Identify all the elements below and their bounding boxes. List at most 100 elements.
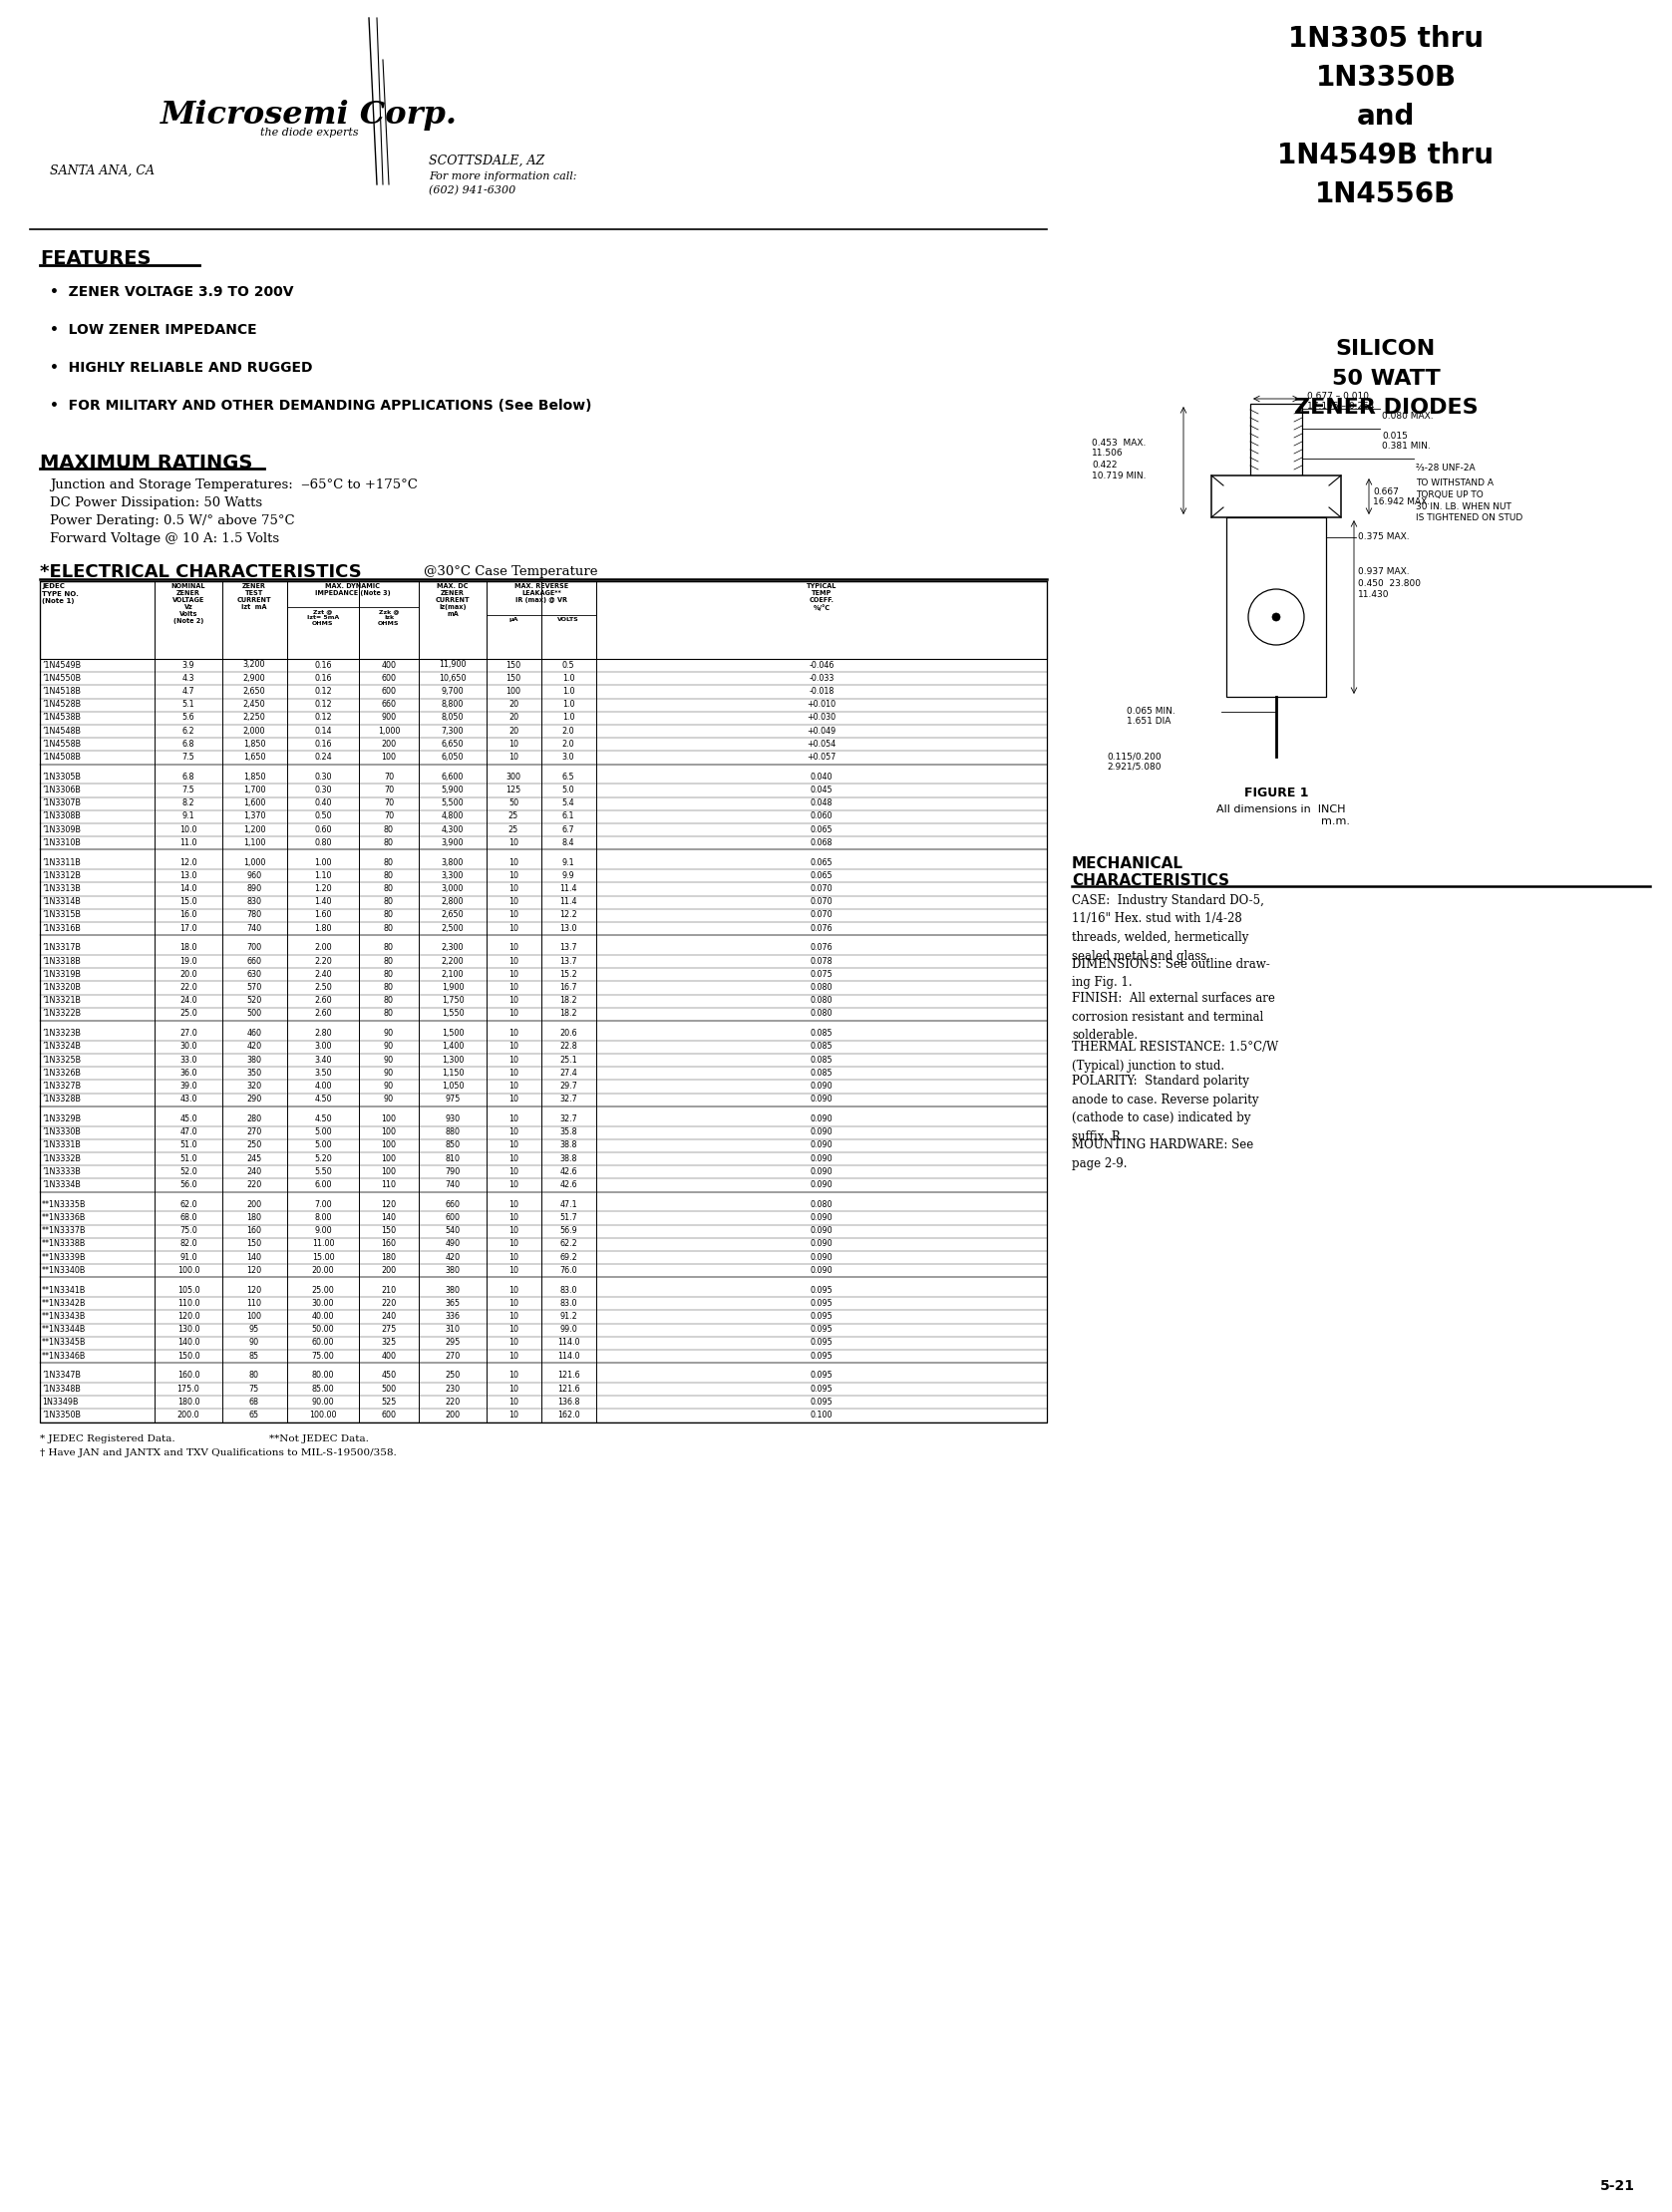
Text: 200: 200 xyxy=(381,1265,396,1274)
Text: 10: 10 xyxy=(508,1128,518,1137)
Text: 91.2: 91.2 xyxy=(560,1312,577,1321)
Text: 35.8: 35.8 xyxy=(560,1128,577,1137)
Text: 10: 10 xyxy=(508,1168,518,1177)
Text: FIGURE 1: FIGURE 1 xyxy=(1244,787,1308,799)
Text: 69.2: 69.2 xyxy=(560,1252,577,1261)
Text: 0.095: 0.095 xyxy=(811,1298,833,1307)
Text: ’1N4518B: ’1N4518B xyxy=(42,686,80,697)
Text: 460: 460 xyxy=(247,1029,263,1037)
Text: 95: 95 xyxy=(249,1325,259,1334)
Text: 8.2: 8.2 xyxy=(182,799,194,807)
Text: 10: 10 xyxy=(508,1398,518,1407)
Text: 83.0: 83.0 xyxy=(560,1285,577,1294)
Text: 1,600: 1,600 xyxy=(242,799,266,807)
Text: For more information call:
(602) 941-6300: For more information call: (602) 941-630… xyxy=(428,173,577,197)
Text: •  FOR MILITARY AND OTHER DEMANDING APPLICATIONS (See Below): • FOR MILITARY AND OTHER DEMANDING APPLI… xyxy=(50,398,592,414)
Bar xyxy=(1251,405,1302,476)
Text: 110: 110 xyxy=(247,1298,263,1307)
Text: ’1N3313B: ’1N3313B xyxy=(42,885,80,894)
Text: 47.1: 47.1 xyxy=(560,1199,577,1210)
Text: 0.090: 0.090 xyxy=(811,1225,833,1234)
Text: 8.4: 8.4 xyxy=(562,838,575,847)
Text: 5.0: 5.0 xyxy=(562,785,575,794)
Text: 975: 975 xyxy=(445,1095,460,1104)
Text: 11.4: 11.4 xyxy=(560,885,577,894)
Text: **1N3344B: **1N3344B xyxy=(42,1325,87,1334)
Text: 0.30: 0.30 xyxy=(314,772,331,781)
Text: 85: 85 xyxy=(249,1352,259,1360)
Text: 100: 100 xyxy=(381,1141,396,1150)
Text: ’1N3348B: ’1N3348B xyxy=(42,1385,80,1394)
Text: 5.00: 5.00 xyxy=(314,1141,331,1150)
Text: 160.0: 160.0 xyxy=(177,1371,199,1380)
Text: 10: 10 xyxy=(508,925,518,933)
Text: 90.00: 90.00 xyxy=(311,1398,334,1407)
Text: 300: 300 xyxy=(507,772,522,781)
Text: ’1N3322B: ’1N3322B xyxy=(42,1009,80,1018)
Text: 99.0: 99.0 xyxy=(560,1325,577,1334)
Text: 25: 25 xyxy=(508,825,518,834)
Text: 10: 10 xyxy=(508,1212,518,1221)
Text: 105.0: 105.0 xyxy=(177,1285,199,1294)
Text: MECHANICAL
CHARACTERISTICS: MECHANICAL CHARACTERISTICS xyxy=(1072,856,1229,889)
Text: 20: 20 xyxy=(508,712,518,721)
Text: ’1N3311B: ’1N3311B xyxy=(42,858,80,867)
Text: 85.00: 85.00 xyxy=(311,1385,334,1394)
Text: 2,000: 2,000 xyxy=(242,726,266,734)
Text: 80: 80 xyxy=(385,925,395,933)
Text: 336: 336 xyxy=(445,1312,460,1321)
Text: ⅔-28 UNF-2A: ⅔-28 UNF-2A xyxy=(1416,465,1475,473)
Text: **1N3342B: **1N3342B xyxy=(42,1298,87,1307)
Text: 130.0: 130.0 xyxy=(177,1325,199,1334)
Text: 1.10: 1.10 xyxy=(314,872,331,880)
Text: 0.080: 0.080 xyxy=(811,982,833,991)
Text: ’1N3347B: ’1N3347B xyxy=(42,1371,80,1380)
Text: 400: 400 xyxy=(381,661,396,670)
Text: 27.0: 27.0 xyxy=(179,1029,197,1037)
Text: 18.2: 18.2 xyxy=(560,995,577,1004)
Text: 2,100: 2,100 xyxy=(441,969,463,978)
Text: 43.0: 43.0 xyxy=(179,1095,197,1104)
Text: Zzt @
Izt= 5mA
OHMS: Zzt @ Izt= 5mA OHMS xyxy=(308,608,339,626)
Text: 600: 600 xyxy=(381,686,396,697)
Text: 1.20: 1.20 xyxy=(314,885,331,894)
Text: +0.030: +0.030 xyxy=(808,712,836,721)
Text: DIMENSIONS: See outline draw-
ing Fig. 1.: DIMENSIONS: See outline draw- ing Fig. 1… xyxy=(1072,958,1271,989)
Text: 25: 25 xyxy=(508,812,518,821)
Text: 20: 20 xyxy=(508,726,518,734)
Text: 80: 80 xyxy=(385,858,395,867)
Text: 3,200: 3,200 xyxy=(242,661,266,670)
Text: 200: 200 xyxy=(381,739,396,748)
Text: 890: 890 xyxy=(247,885,263,894)
Text: NOMINAL
ZENER
VOLTAGE
Vz
Volts
(Note 2): NOMINAL ZENER VOLTAGE Vz Volts (Note 2) xyxy=(171,584,206,624)
Text: 290: 290 xyxy=(247,1095,263,1104)
Text: 12.2: 12.2 xyxy=(560,911,577,920)
Text: 70: 70 xyxy=(385,799,395,807)
Text: 6,600: 6,600 xyxy=(441,772,463,781)
Text: 125: 125 xyxy=(507,785,522,794)
Text: 0.045: 0.045 xyxy=(811,785,833,794)
Text: 280: 280 xyxy=(247,1115,263,1124)
Text: 600: 600 xyxy=(381,675,396,684)
Text: ’1N4528B: ’1N4528B xyxy=(42,699,80,708)
Text: 6,050: 6,050 xyxy=(441,752,463,761)
Text: 0.090: 0.090 xyxy=(811,1181,833,1190)
Text: 20.00: 20.00 xyxy=(311,1265,334,1274)
Text: 0.090: 0.090 xyxy=(811,1239,833,1248)
Text: 14.0: 14.0 xyxy=(179,885,197,894)
Text: 100: 100 xyxy=(247,1312,263,1321)
Text: 136.8: 136.8 xyxy=(557,1398,580,1407)
Text: 10.719 MIN.: 10.719 MIN. xyxy=(1092,471,1145,480)
Text: 29.7: 29.7 xyxy=(560,1082,577,1091)
Text: 13.7: 13.7 xyxy=(560,942,577,953)
Text: 16.0: 16.0 xyxy=(179,911,197,920)
Text: 0.070: 0.070 xyxy=(811,885,833,894)
Text: 0.040: 0.040 xyxy=(811,772,833,781)
Text: 100: 100 xyxy=(507,686,522,697)
Text: 880: 880 xyxy=(445,1128,460,1137)
Text: 740: 740 xyxy=(445,1181,460,1190)
Text: 540: 540 xyxy=(445,1225,460,1234)
Circle shape xyxy=(1249,588,1304,646)
Text: **1N3336B: **1N3336B xyxy=(42,1212,87,1221)
Text: 90: 90 xyxy=(385,1029,395,1037)
